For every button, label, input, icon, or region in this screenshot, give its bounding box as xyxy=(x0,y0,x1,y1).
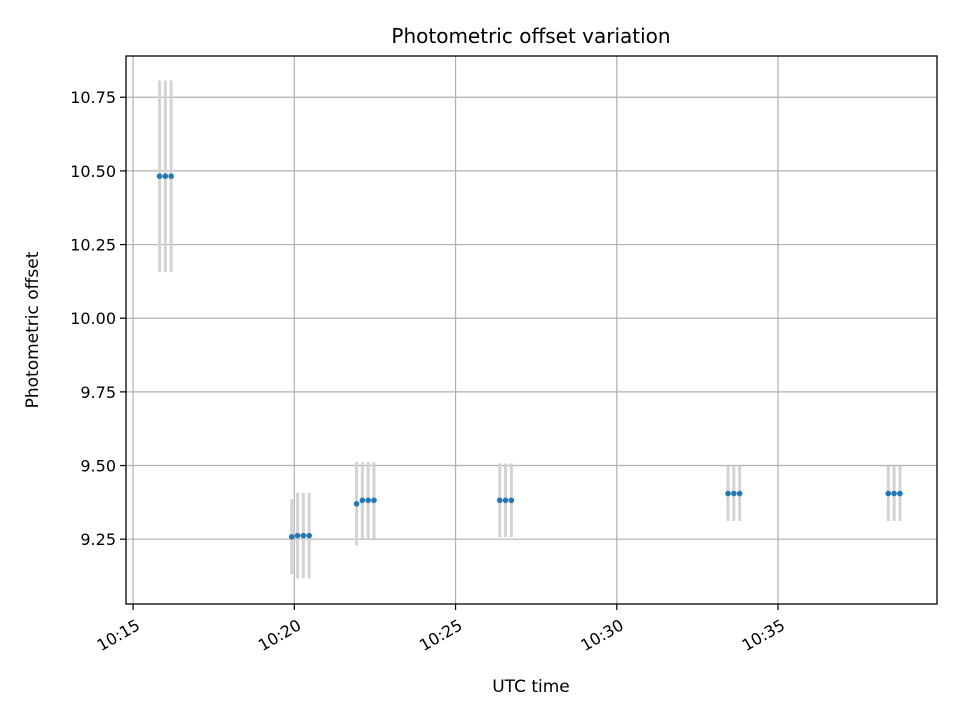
data-points xyxy=(156,173,903,540)
x-tick-label: 10:30 xyxy=(577,615,626,655)
data-point xyxy=(306,532,312,539)
x-axis-ticks: 10:15 10:20 10:25 10:30 10:35 xyxy=(94,604,788,655)
data-point xyxy=(731,490,737,497)
data-point xyxy=(162,173,169,180)
chart-title: Photometric offset variation xyxy=(391,24,670,48)
data-point xyxy=(288,534,295,540)
data-point xyxy=(359,497,366,504)
data-point xyxy=(897,490,903,497)
data-point xyxy=(885,490,892,497)
x-tick-label: 10:25 xyxy=(416,615,465,655)
y-tick-label: 9.25 xyxy=(80,530,116,549)
error-bars xyxy=(158,80,902,579)
y-grid xyxy=(126,96,937,540)
data-point xyxy=(496,497,503,504)
data-point xyxy=(294,532,301,539)
y-axis-ticks: 9.25 9.50 9.75 10.00 10.25 10.50 10.75 xyxy=(70,88,126,549)
x-tick-label: 10:15 xyxy=(94,615,143,655)
y-tick-label: 10.75 xyxy=(70,88,116,107)
x-tick-label: 10:35 xyxy=(739,615,788,655)
data-point xyxy=(725,490,731,497)
data-point xyxy=(508,497,515,504)
data-point xyxy=(371,497,377,504)
x-tick-label: 10:20 xyxy=(255,615,304,655)
plot-frame xyxy=(125,55,938,605)
y-tick-label: 10.00 xyxy=(70,309,116,328)
y-tick-label: 10.50 xyxy=(70,162,116,181)
y-axis-title: Photometric offset xyxy=(23,251,43,408)
y-tick-label: 9.50 xyxy=(80,457,116,476)
data-point xyxy=(891,490,897,497)
x-axis-title: UTC time xyxy=(492,677,570,697)
data-point xyxy=(365,497,371,504)
data-point xyxy=(156,173,163,180)
data-point xyxy=(168,173,174,180)
y-tick-label: 10.25 xyxy=(70,236,116,255)
data-point xyxy=(736,490,743,497)
y-tick-label: 9.75 xyxy=(80,383,116,402)
data-point xyxy=(353,501,360,507)
data-point xyxy=(502,497,509,504)
data-point xyxy=(300,532,307,539)
x-grid xyxy=(132,56,779,604)
